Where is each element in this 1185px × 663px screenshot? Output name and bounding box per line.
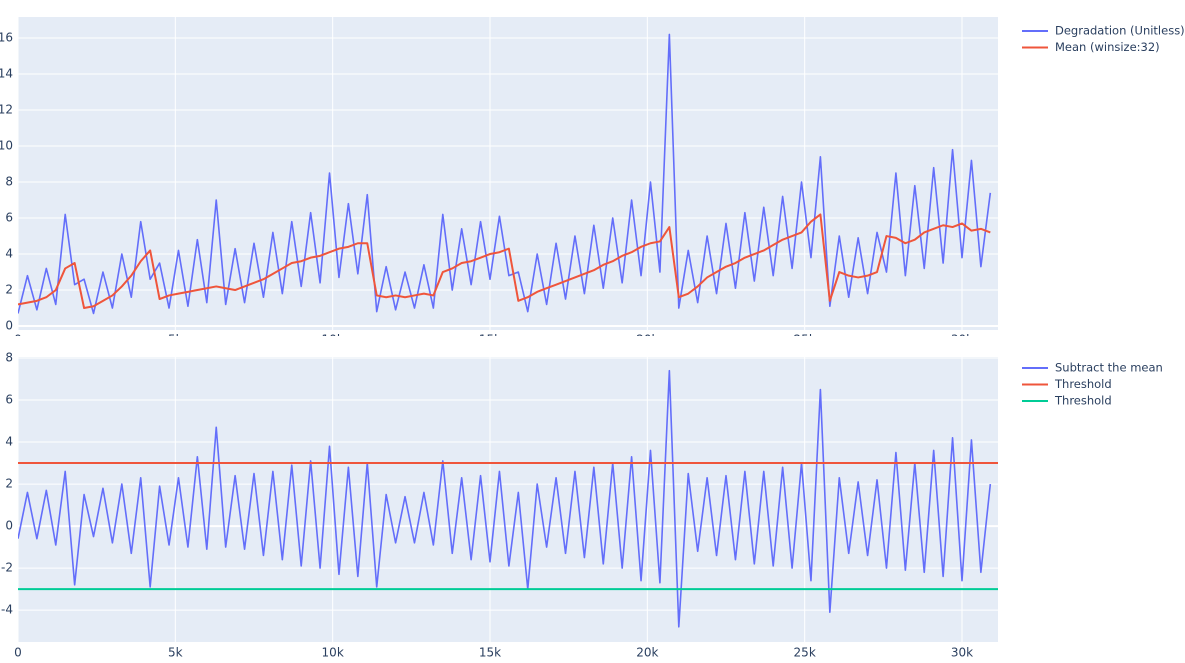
legend-label: Threshold (1054, 377, 1112, 391)
y-tick-label: -4 (1, 603, 13, 617)
x-tick-labels: 0 5k 10k 15k 20k 25k 30k (14, 333, 973, 347)
plot-area (18, 33, 992, 315)
legend-label: Degradation (Unitless) (1055, 24, 1185, 38)
x-tick-label: 5k (168, 646, 183, 660)
plot-area (18, 369, 998, 628)
x-tick-label: 0 (14, 646, 22, 660)
y-tick-label: 16 (0, 31, 13, 45)
x-tick-label: 10k (322, 646, 344, 660)
y-tick-label: 2 (5, 283, 13, 297)
x-tick-label: 25k (794, 333, 816, 347)
legend: Degradation (Unitless) Mean (winsize:32) (1022, 24, 1185, 54)
legend-label: Threshold (1054, 394, 1112, 408)
y-tick-label: 8 (5, 351, 13, 365)
x-tick-label: 20k (636, 646, 658, 660)
y-tick-label: 14 (0, 67, 13, 81)
y-tick-label: 8 (5, 175, 13, 189)
x-tick-label: 15k (479, 333, 501, 347)
series-line (18, 213, 991, 310)
y-tick-label: 4 (5, 247, 13, 261)
legend: Subtract the mean Threshold Threshold (1022, 361, 1163, 408)
legend-label: Mean (winsize:32) (1055, 40, 1160, 54)
x-tick-label: 0 (14, 333, 22, 347)
x-tick-label: 5k (168, 333, 183, 347)
y-tick-label: 10 (0, 139, 13, 153)
x-tick-label: 10k (322, 333, 344, 347)
y-tick-label: 0 (5, 319, 13, 333)
y-tick-label: 12 (0, 103, 13, 117)
series-line (18, 369, 992, 628)
legend-label: Subtract the mean (1055, 361, 1163, 375)
y-tick-label: 0 (5, 519, 13, 533)
x-tick-labels: 0 5k 10k 15k 20k 25k 30k (14, 646, 973, 660)
subplot: -4 -2 0 2 4 6 8 0 5k 10k 15k 20k 25k 30k Subtract the … (1, 351, 1163, 660)
y-tick-label: 2 (5, 477, 13, 491)
plot-background (18, 17, 998, 330)
y-tick-label: 6 (5, 211, 13, 225)
x-tick-label: 30k (951, 333, 973, 347)
y-tick-label: -2 (1, 561, 13, 575)
x-tick-label: 15k (479, 646, 501, 660)
x-tick-label: 30k (951, 646, 973, 660)
y-tick-label: 6 (5, 393, 13, 407)
y-tick-label: 4 (5, 435, 13, 449)
x-tick-label: 20k (636, 333, 658, 347)
subplot: 0 2 4 6 8 10 12 14 16 0 5k 10k 15k 20k 25k 30k Degradati… (0, 17, 1185, 347)
x-tick-label: 25k (794, 646, 816, 660)
